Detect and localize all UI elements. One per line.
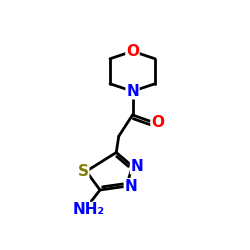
Text: N: N — [126, 84, 139, 99]
Text: NH₂: NH₂ — [73, 202, 105, 218]
Text: O: O — [151, 115, 164, 130]
Text: N: N — [130, 159, 143, 174]
Text: S: S — [78, 164, 89, 179]
Text: N: N — [124, 179, 137, 194]
Text: O: O — [126, 44, 139, 59]
